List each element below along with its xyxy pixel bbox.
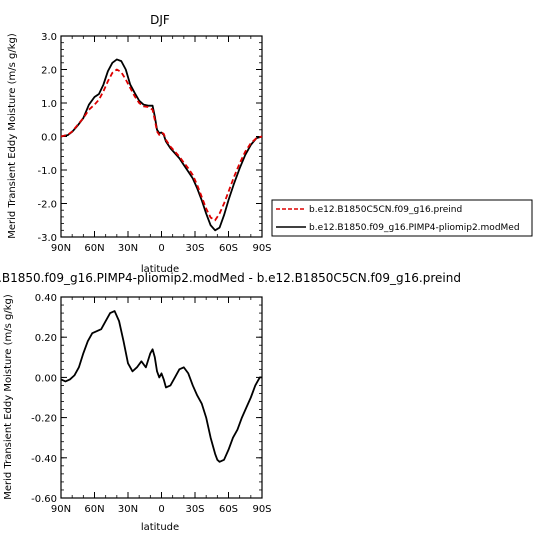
legend-box xyxy=(271,199,533,237)
legend-label-pliomip: b.e12.B1850.f09_g16.PIMP4-pliomip2.modMe… xyxy=(309,223,520,233)
bottom-x-tick-label: 0 xyxy=(158,504,164,515)
top-series-line-1 xyxy=(60,58,263,232)
bottom-series-lines xyxy=(60,310,262,463)
bottom-panel: b.e12.B1850.f09_g16.PIMP4-pliomip2.modMe… xyxy=(0,271,461,533)
bottom-plot-frame xyxy=(60,296,263,499)
bottom-x-ticks: 90N 60N 30N 0 30S 60S 90S xyxy=(51,297,272,515)
top-series-lines xyxy=(60,58,263,232)
top-series-line-0 xyxy=(60,68,263,222)
top-y-ticks: -3.0 -2.0 -1.0 0.0 1.0 2.0 3.0 xyxy=(37,32,262,244)
legend-label-preind: b.e12.B1850C5CN.f09_g16.preind xyxy=(309,205,462,215)
top-y-tick-label: 3.0 xyxy=(41,32,57,43)
legend: b.e12.B1850C5CN.f09_g16.preind b.e12.B18… xyxy=(271,199,533,237)
bottom-y-tick-label: 0.20 xyxy=(35,333,57,344)
top-y-tick-label: -2.0 xyxy=(37,200,57,211)
bottom-x-tick-label: 60N xyxy=(84,504,104,515)
top-y-tick-label: -1.0 xyxy=(37,166,57,177)
bottom-x-axis-label: latitude xyxy=(141,522,179,533)
top-y-axis-label: Merid Transient Eddy Moisture (m/s g/kg) xyxy=(7,33,18,239)
top-x-tick-label: 90S xyxy=(252,243,271,254)
bottom-x-tick-label: 90S xyxy=(252,504,271,515)
bottom-y-tick-label: -0.40 xyxy=(31,454,57,465)
top-y-tick-label: 2.0 xyxy=(41,66,57,77)
top-y-tick-label: 0.0 xyxy=(41,133,57,144)
bottom-x-tick-label: 30S xyxy=(185,504,204,515)
bottom-y-tick-label: 0.40 xyxy=(35,293,57,304)
top-x-tick-label: 60N xyxy=(84,243,104,254)
bottom-y-axis-label: Merid Transient Eddy Moisture (m/s g/kg) xyxy=(3,294,14,500)
bottom-y-tick-label: -0.20 xyxy=(31,414,57,425)
bottom-x-tick-label: 60S xyxy=(219,504,238,515)
top-x-axis-label: latitude xyxy=(141,264,179,275)
top-x-tick-label: 60S xyxy=(219,243,238,254)
top-x-tick-label: 30N xyxy=(118,243,138,254)
top-panel: DJF -3.0 -2.0 -1.0 0.0 1.0 2.0 3.0 90N 60N 30N 0 3… xyxy=(7,13,272,275)
bottom-y-ticks: -0.60 -0.40 -0.20 0.00 0.20 0.40 xyxy=(31,293,262,505)
top-x-tick-label: 0 xyxy=(158,243,164,254)
bottom-series-line-0 xyxy=(60,310,262,463)
bottom-title: b.e12.B1850.f09_g16.PIMP4-pliomip2.modMe… xyxy=(0,271,461,285)
bottom-x-tick-label: 90N xyxy=(51,504,71,515)
bottom-y-tick-label: 0.00 xyxy=(35,373,57,384)
top-title: DJF xyxy=(150,13,170,27)
bottom-x-tick-label: 30N xyxy=(118,504,138,515)
top-plot-frame xyxy=(60,35,263,238)
top-y-tick-label: -3.0 xyxy=(37,233,57,244)
top-x-tick-label: 90N xyxy=(51,243,71,254)
bottom-y-tick-label: -0.60 xyxy=(31,494,57,505)
top-x-tick-label: 30S xyxy=(185,243,204,254)
top-x-ticks: 90N 60N 30N 0 30S 60S 90S xyxy=(51,36,272,254)
top-y-tick-label: 1.0 xyxy=(41,99,57,110)
